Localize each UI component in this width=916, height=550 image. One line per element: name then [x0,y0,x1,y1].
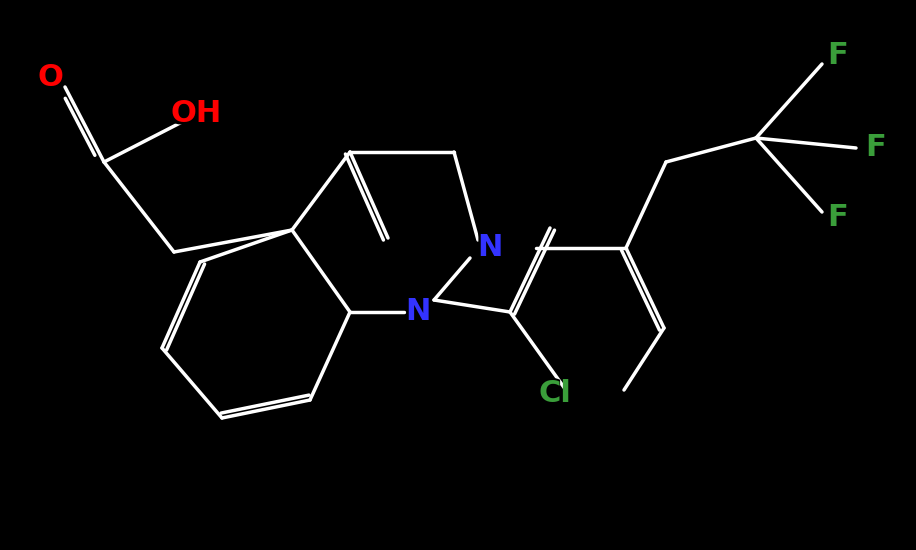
Text: F: F [828,41,848,69]
Text: F: F [864,131,889,165]
Text: F: F [825,38,850,72]
Text: OH: OH [166,96,226,130]
Text: F: F [825,201,850,235]
Text: O: O [35,61,65,95]
Text: OH: OH [170,98,222,128]
Text: O: O [37,63,63,92]
Text: Cl: Cl [539,378,572,408]
Text: N: N [474,231,506,265]
Text: Cl: Cl [536,376,574,410]
Text: F: F [828,204,848,233]
Text: N: N [405,298,431,327]
Text: N: N [477,234,503,262]
Text: N: N [403,295,433,329]
Text: F: F [866,134,887,162]
